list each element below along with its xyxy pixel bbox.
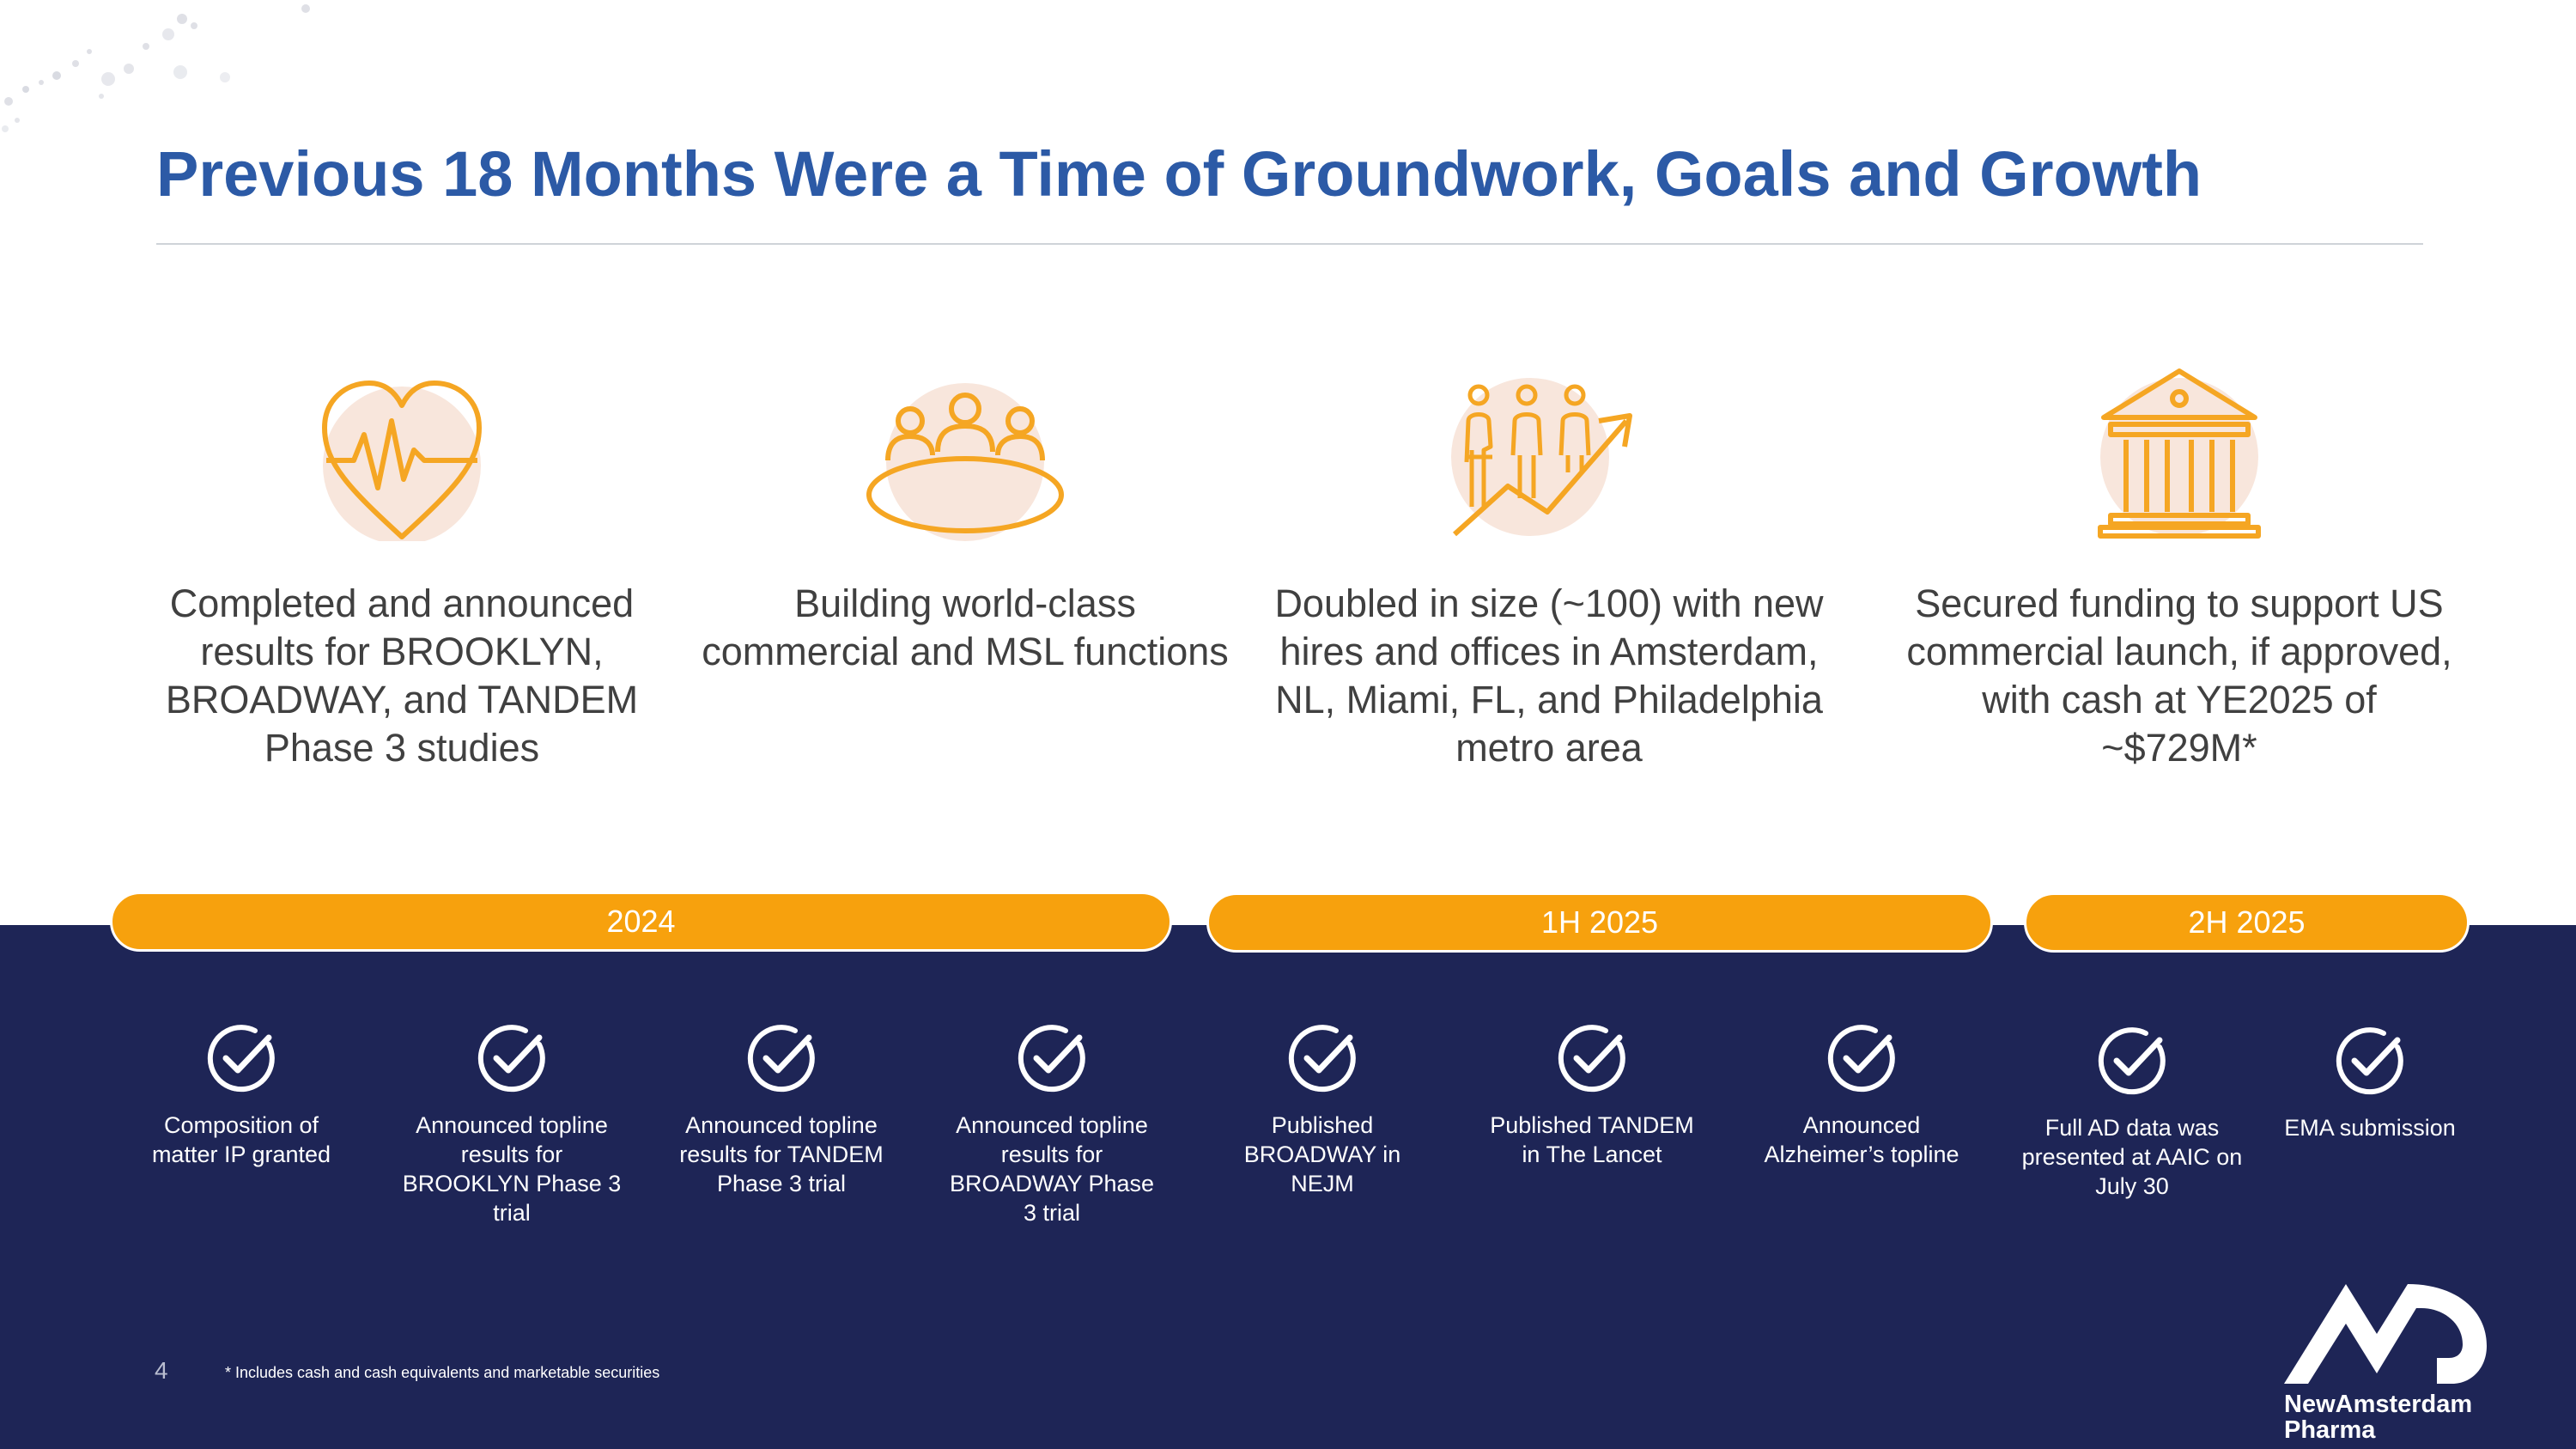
checkmark-circle-icon bbox=[1018, 1025, 1085, 1093]
footnote: * Includes cash and cash equivalents and… bbox=[225, 1364, 660, 1381]
checkmark-circle-icon bbox=[747, 1025, 815, 1093]
period-bar-2024: 2024 bbox=[110, 892, 1172, 952]
milestone-item: Announced Alzheimer’s topline bbox=[1750, 1022, 1973, 1169]
pillar-funding: Secured funding to support US commercial… bbox=[1905, 361, 2454, 772]
milestone-label: Full AD data was presented at AAIC on Ju… bbox=[2021, 1115, 2243, 1199]
bank-building-icon bbox=[2076, 361, 2282, 541]
pillar-growth: Doubled in size (~100) with new hires an… bbox=[1274, 361, 1824, 772]
checkmark-circle-icon bbox=[1827, 1025, 1895, 1093]
logo-text: NewAmsterdam Pharma bbox=[2284, 1391, 2473, 1444]
milestone-item: Published TANDEM in The Lancet bbox=[1480, 1022, 1704, 1169]
milestone-item: Announced topline results for BROADWAY P… bbox=[940, 1022, 1163, 1227]
period-bar-2h-2025: 2H 2025 bbox=[2024, 892, 2470, 953]
decorative-dots-graphic bbox=[2, 4, 310, 132]
milestone-item: EMA submission bbox=[2258, 1025, 2482, 1142]
milestone-label: Published TANDEM in The Lancet bbox=[1490, 1112, 1694, 1167]
milestone-label: Composition of matter IP granted bbox=[151, 1112, 331, 1167]
pillar-text: Secured funding to support US commercial… bbox=[1906, 581, 2452, 770]
milestone-label: Announced topline results for BROOKLYN P… bbox=[402, 1112, 622, 1226]
checkmark-circle-icon bbox=[477, 1025, 545, 1093]
pillar-trial-results: Completed and announced results for BROO… bbox=[127, 361, 677, 772]
milestone-item: Published BROADWAY in NEJM bbox=[1211, 1022, 1434, 1198]
pillar-text: Completed and announced results for BROO… bbox=[165, 581, 639, 770]
page-title: Previous 18 Months Were a Time of Ground… bbox=[156, 138, 2202, 210]
pillar-commercial: Building world-class commercial and MSL … bbox=[690, 361, 1240, 676]
title-divider bbox=[156, 243, 2423, 245]
pillar-text: Doubled in size (~100) with new hires an… bbox=[1274, 581, 1824, 770]
heartbeat-icon bbox=[299, 361, 505, 541]
milestone-item: Full AD data was presented at AAIC on Ju… bbox=[2020, 1025, 2244, 1201]
checkmark-circle-icon bbox=[1288, 1025, 1356, 1093]
milestone-label: Announced topline results for TANDEM Pha… bbox=[679, 1112, 884, 1196]
milestone-label: EMA submission bbox=[2284, 1115, 2456, 1141]
team-meeting-icon bbox=[862, 361, 1068, 541]
period-bar-1h-2025: 1H 2025 bbox=[1206, 892, 1993, 953]
milestone-item: Announced topline results for TANDEM Pha… bbox=[670, 1022, 893, 1198]
company-logo: NewAmsterdam Pharma bbox=[2284, 1284, 2490, 1443]
checkmark-circle-icon bbox=[1558, 1025, 1625, 1093]
timeline-band bbox=[0, 925, 2576, 1449]
checkmark-circle-icon bbox=[2098, 1027, 2166, 1095]
logo-mark-icon bbox=[2284, 1284, 2487, 1384]
people-growth-icon bbox=[1446, 361, 1652, 541]
pillar-text: Building world-class commercial and MSL … bbox=[702, 581, 1229, 673]
milestone-item: Composition of matter IP granted bbox=[130, 1022, 353, 1169]
milestone-item: Announced topline results for BROOKLYN P… bbox=[400, 1022, 623, 1227]
page-number: 4 bbox=[155, 1357, 168, 1384]
checkmark-circle-icon bbox=[2336, 1027, 2403, 1095]
milestone-label: Published BROADWAY in NEJM bbox=[1243, 1112, 1401, 1196]
milestone-label: Announced Alzheimer’s topline bbox=[1764, 1112, 1959, 1167]
milestone-label: Announced topline results for BROADWAY P… bbox=[949, 1112, 1155, 1226]
checkmark-circle-icon bbox=[207, 1025, 275, 1093]
